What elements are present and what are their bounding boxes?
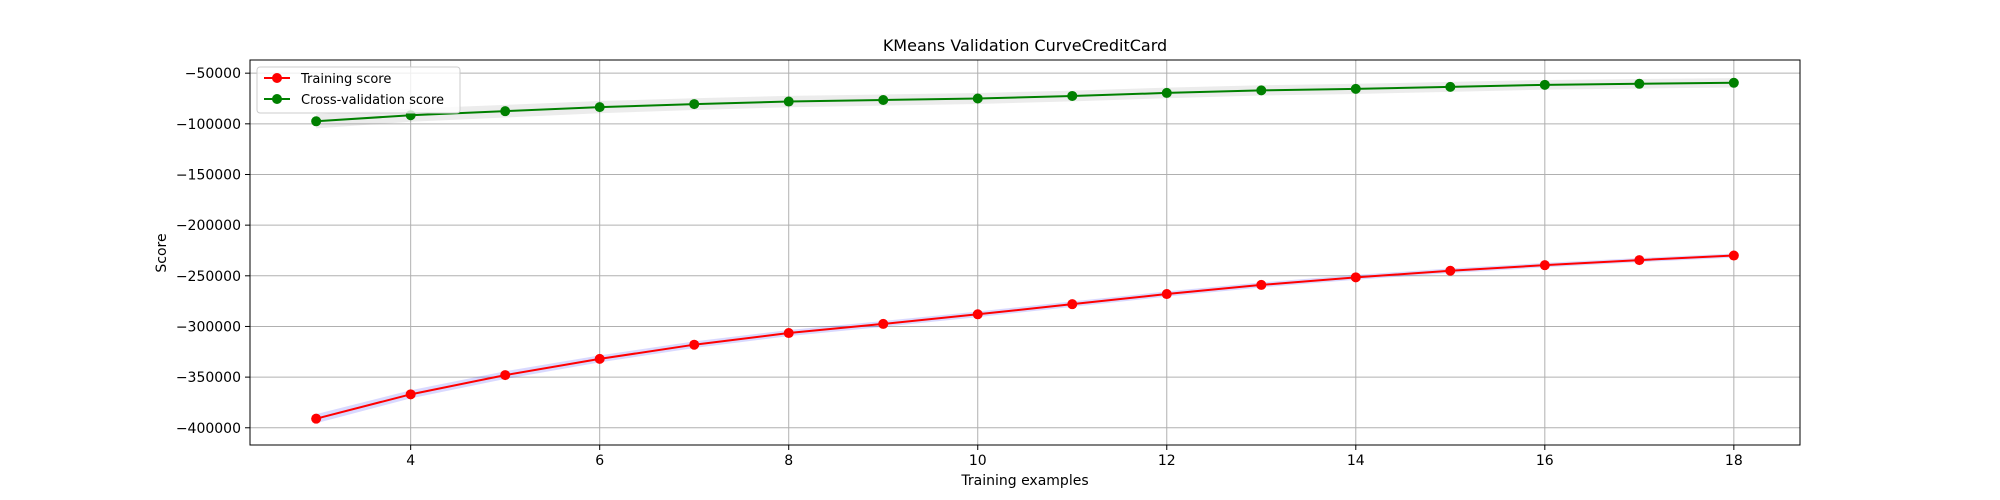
- legend-marker-training: [272, 73, 282, 83]
- point-training: [1634, 255, 1645, 266]
- legend: Training score Cross-validation score: [256, 66, 461, 114]
- y-tick-label: −400000: [176, 421, 241, 437]
- point-cross-validation: [1067, 90, 1078, 101]
- point-cross-validation: [500, 106, 511, 117]
- point-cross-validation: [972, 93, 983, 104]
- point-cross-validation: [311, 116, 322, 127]
- chart-title: KMeans Validation CurveCreditCard: [883, 36, 1167, 55]
- y-tick-label: −200000: [176, 218, 241, 234]
- point-training: [1728, 250, 1739, 261]
- point-cross-validation: [1634, 78, 1645, 89]
- point-training: [311, 413, 322, 424]
- x-tick-label: 14: [1347, 453, 1365, 469]
- point-cross-validation: [1256, 85, 1267, 96]
- point-training: [1067, 299, 1078, 310]
- x-tick-label: 16: [1536, 453, 1554, 469]
- point-training: [405, 389, 416, 400]
- point-cross-validation: [783, 96, 794, 107]
- x-tick-label: 10: [969, 453, 987, 469]
- point-cross-validation: [1350, 83, 1361, 94]
- plot-frame: [249, 59, 1801, 446]
- y-axis-title: Score: [154, 233, 170, 272]
- point-cross-validation: [1728, 77, 1739, 88]
- point-training: [1350, 272, 1361, 283]
- point-training: [1161, 289, 1172, 300]
- x-axis-title: Training examples: [960, 473, 1088, 489]
- point-training: [594, 353, 605, 364]
- y-tick-label: −250000: [176, 269, 241, 285]
- point-cross-validation: [878, 95, 889, 106]
- series-line-cross-validation: [316, 81, 1734, 123]
- x-tick-label: 4: [406, 453, 415, 469]
- confidence-band-layer: [316, 78, 1734, 424]
- x-tick-label: 6: [595, 453, 604, 469]
- y-tick-label: −300000: [176, 319, 241, 335]
- legend-marker-cross-validation: [272, 94, 282, 104]
- y-tick-label: −150000: [176, 167, 241, 183]
- point-training: [689, 339, 700, 350]
- band-cross-validation: [316, 78, 1734, 129]
- point-training: [783, 328, 794, 339]
- series-line-training: [315, 254, 1734, 420]
- legend-box: [256, 66, 461, 114]
- y-tick-label: −50000: [185, 66, 241, 82]
- point-training: [1256, 279, 1267, 290]
- legend-label-training: Training score: [300, 72, 391, 87]
- point-training: [972, 309, 983, 320]
- x-tick-label: 12: [1158, 453, 1176, 469]
- point-cross-validation: [1161, 87, 1172, 98]
- point-cross-validation: [594, 102, 605, 113]
- legend-label-cross-validation: Cross-validation score: [301, 93, 444, 108]
- tick-layer: 4 6 8 10 12 14 16 18 −400000 −350000 −300000 −25000…: [176, 66, 1743, 469]
- x-tick-label: 8: [784, 453, 793, 469]
- point-cross-validation: [1539, 79, 1550, 90]
- point-cross-validation: [689, 99, 700, 110]
- y-tick-label: −100000: [176, 117, 241, 133]
- point-cross-validation: [1445, 81, 1456, 92]
- point-training: [1445, 265, 1456, 276]
- point-training: [1539, 260, 1550, 271]
- point-training: [878, 318, 889, 329]
- x-tick-label: 18: [1725, 453, 1743, 469]
- y-tick-label: −350000: [176, 370, 241, 386]
- point-training: [500, 370, 511, 381]
- series-layer: [311, 77, 1739, 424]
